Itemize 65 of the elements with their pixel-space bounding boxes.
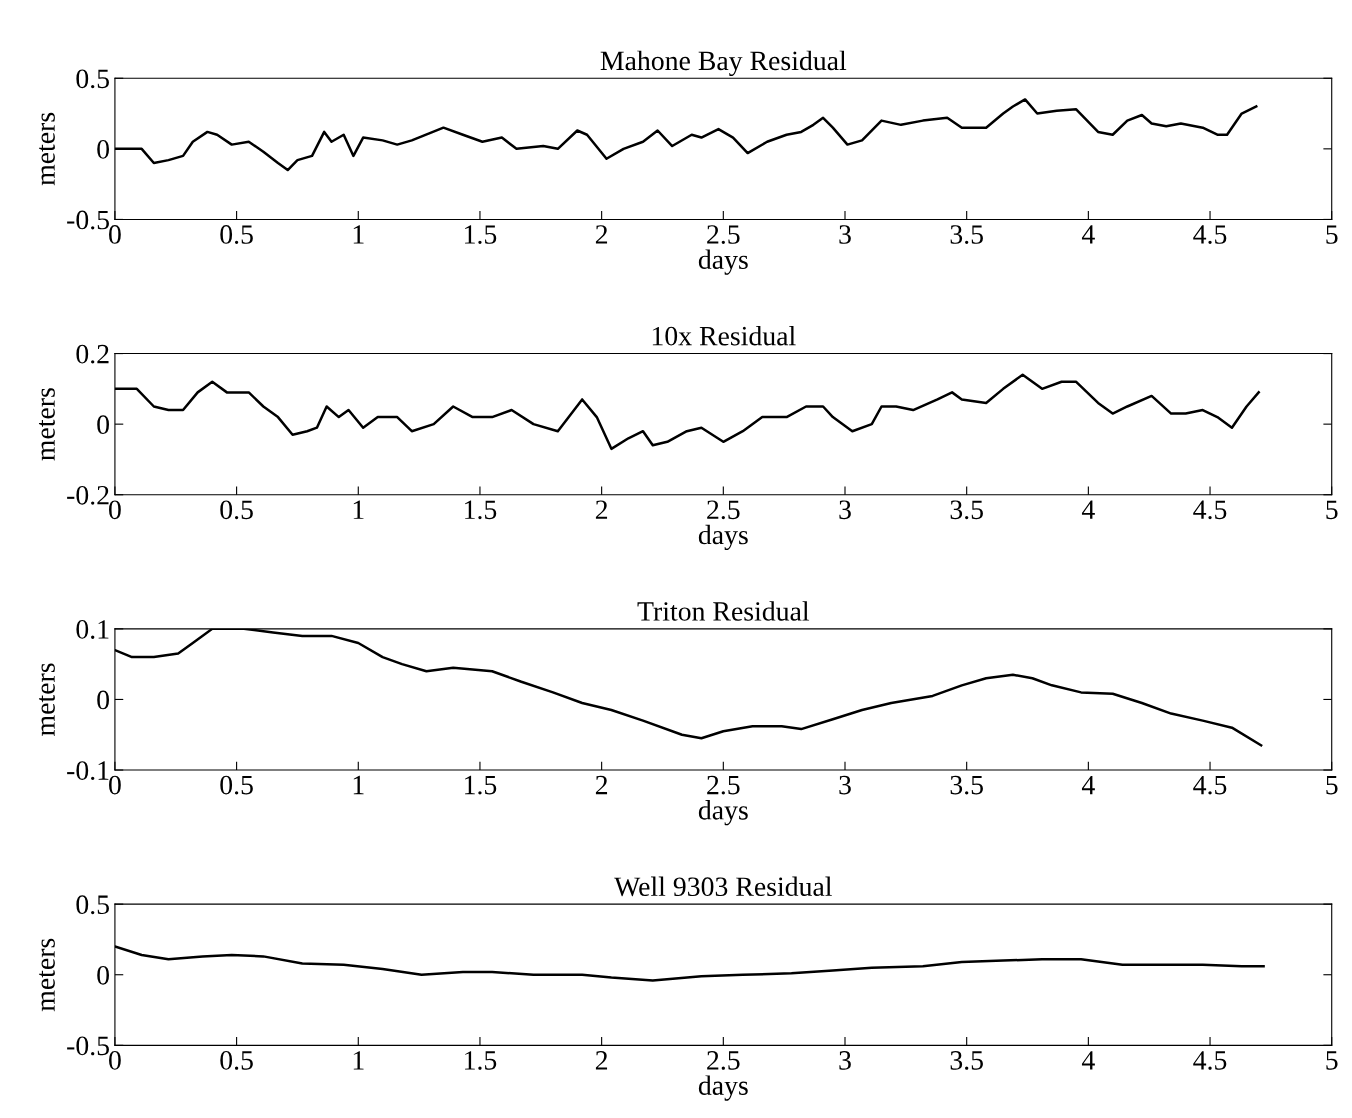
y-tick-label: 0 — [97, 415, 109, 435]
x-axis-title: days — [698, 800, 748, 826]
y-tick-label: 0 — [97, 140, 109, 159]
x-tick-label: 1.5 — [465, 225, 497, 244]
x-tick-label: 4 — [1081, 225, 1095, 244]
y-tick-label: 0.5 — [76, 895, 109, 915]
x-tick-label: 5 — [1326, 775, 1338, 795]
y-tick-label: 0.5 — [76, 69, 109, 89]
y-tick-label: 0 — [97, 965, 109, 985]
x-tick-label: 3.5 — [950, 225, 983, 244]
x-tick-label: 2 — [595, 1051, 608, 1070]
x-tick-label: 4 — [1081, 775, 1095, 795]
y-tick-label: 0 — [97, 690, 109, 710]
x-tick-label: 4.5 — [1193, 225, 1227, 244]
chart-title: Well 9303 Residual — [614, 876, 832, 897]
x-tick-label: 4.5 — [1193, 775, 1227, 795]
x-axis-title: days — [698, 524, 748, 551]
chart-title: 10x Residual — [652, 325, 796, 346]
x-tick-label: 2.5 — [707, 500, 740, 520]
y-axis-title: meters — [38, 112, 55, 186]
chart-title: Mahone Bay Residual — [600, 50, 847, 76]
x-tick-label: 0.5 — [220, 500, 253, 520]
x-tick-label: 3.5 — [950, 500, 983, 520]
x-axis-title: days — [698, 1075, 748, 1101]
x-tick-label: 3 — [839, 1051, 851, 1070]
x-tick-label: 3.5 — [950, 775, 983, 795]
x-tick-label: 0.5 — [220, 1050, 253, 1070]
x-tick-label: 0.5 — [220, 225, 253, 244]
x-tick-label: 3 — [839, 500, 851, 520]
y-tick-label: 0.2 — [76, 344, 109, 364]
y-tick-label: -0.5 — [67, 210, 109, 230]
x-tick-label: 5 — [1326, 225, 1338, 244]
y-tick-label: -0.2 — [67, 485, 109, 505]
x-tick-label: 1.5 — [465, 500, 497, 520]
x-tick-label: 2.5 — [707, 225, 740, 244]
x-tick-label: 2 — [595, 775, 608, 795]
x-tick-label: 3.5 — [950, 1051, 983, 1070]
x-tick-label: 1 — [353, 225, 364, 244]
y-tick-label: -0.5 — [67, 1036, 109, 1056]
x-axis-title: days — [698, 249, 748, 275]
y-tick-label: 0.1 — [76, 620, 109, 639]
x-tick-label: 4 — [1081, 1051, 1095, 1070]
x-tick-label: 1.5 — [465, 775, 497, 795]
y-axis-title: meters — [38, 663, 55, 736]
x-tick-label: 2.5 — [707, 775, 740, 795]
y-axis-title: meters — [38, 388, 55, 461]
x-tick-label: 4.5 — [1193, 1051, 1227, 1070]
x-tick-label: 5 — [1326, 1051, 1338, 1070]
x-tick-label: 1.5 — [465, 1051, 497, 1070]
x-tick-label: 1 — [353, 775, 364, 795]
x-tick-label: 5 — [1326, 500, 1338, 520]
x-tick-label: 4 — [1081, 500, 1095, 519]
x-tick-label: 3 — [839, 225, 851, 244]
x-tick-label: 1 — [353, 1051, 364, 1070]
x-tick-label: 0.5 — [220, 775, 253, 795]
x-tick-label: 3 — [839, 775, 851, 795]
x-tick-label: 0 — [109, 225, 121, 244]
x-tick-label: 4.5 — [1193, 500, 1227, 520]
x-tick-label: 2 — [595, 500, 608, 519]
x-tick-label: 2 — [595, 225, 608, 244]
chart-title: Triton Residual — [637, 601, 810, 621]
y-tick-label: -0.1 — [67, 761, 109, 781]
x-tick-label: 2.5 — [707, 1051, 740, 1070]
x-tick-label: 1 — [353, 500, 364, 519]
y-axis-title: meters — [38, 938, 55, 1012]
